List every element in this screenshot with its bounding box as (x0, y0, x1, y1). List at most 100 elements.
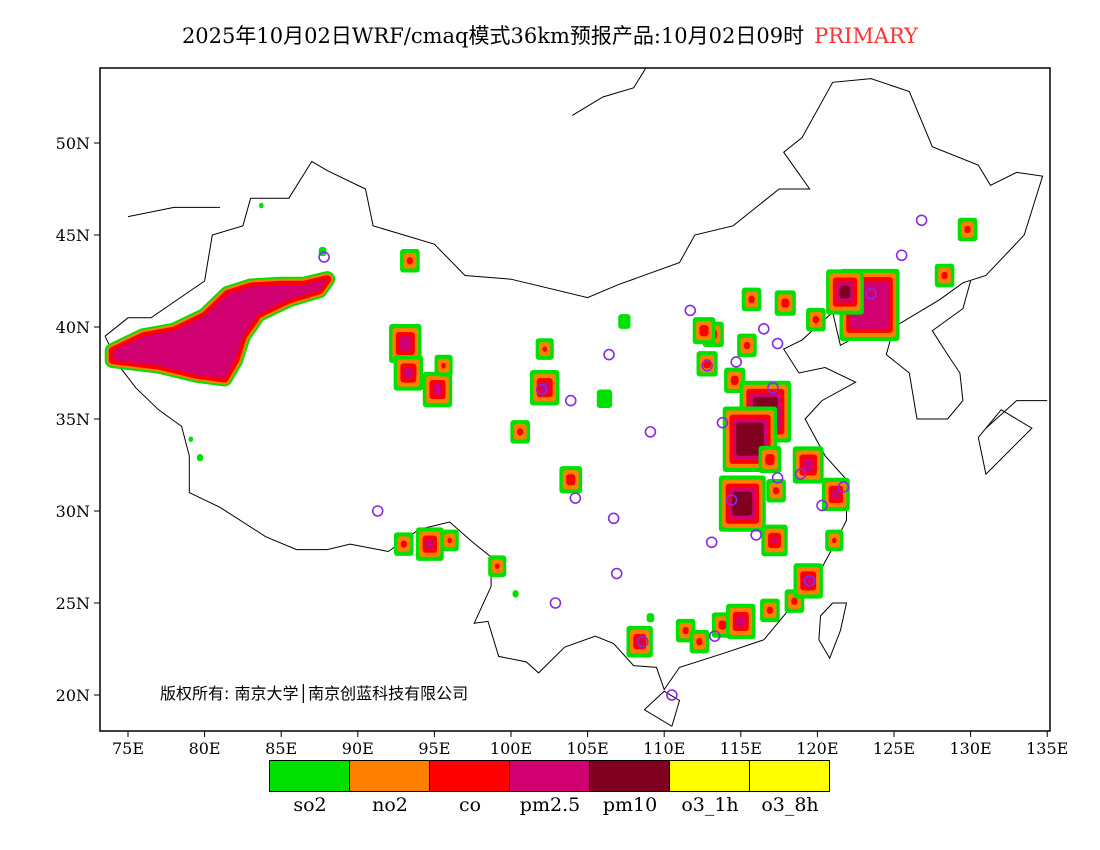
pollution-cell-co (517, 428, 524, 436)
pollution-area (510, 420, 530, 444)
lon-tick-label: 90E (342, 739, 374, 758)
pollution-area (393, 355, 424, 391)
pollution-cell-co (766, 606, 773, 615)
pollution-cell-so2 (258, 202, 264, 209)
station-marker (705, 536, 718, 549)
xinjiang-pollution-area (104, 271, 336, 387)
pollution-area (415, 527, 444, 561)
pollution-area (766, 478, 786, 503)
lon-tick-label: 115E (720, 739, 762, 758)
station-marker (771, 472, 784, 484)
legend-swatch (269, 760, 350, 792)
legend-label: pm2.5 (519, 794, 581, 816)
lat-tick-label: 40N (56, 318, 90, 337)
station-marker (603, 348, 615, 361)
pollution-area (535, 338, 554, 360)
pollution-cell-so2 (196, 453, 204, 462)
pollution-area (774, 290, 796, 316)
legend-label: o3_1h (681, 794, 739, 816)
pollution-area (422, 371, 453, 408)
pollution-area (626, 625, 653, 658)
pollution-area (646, 613, 655, 623)
pollution-cell-pm2.5 (771, 536, 778, 545)
station-marker (725, 494, 738, 506)
pollution-area (737, 333, 757, 358)
coast-line (643, 690, 681, 728)
station-marker (730, 356, 743, 368)
pollution-cell-co (699, 325, 709, 337)
pollution-cell-pm10 (736, 422, 764, 456)
legend-label: no2 (372, 794, 408, 816)
legend-swatch (349, 760, 430, 792)
pollution-cell-pm2.5 (802, 458, 814, 472)
station-marker (716, 416, 729, 429)
coast-line (572, 68, 647, 116)
pollution-area (758, 445, 782, 474)
station-marker (816, 499, 828, 512)
lat-tick-label: 25N (56, 594, 90, 613)
pollution-area (512, 590, 519, 598)
pollution-area (726, 603, 756, 640)
station-marker (610, 567, 623, 580)
station-marker (684, 304, 697, 317)
legend-item-so2: so2 (269, 760, 350, 816)
pollution-area (718, 475, 766, 532)
china-border (104, 78, 1044, 691)
pollution-cell-pm2.5 (831, 489, 840, 500)
lat-tick-label: 45N (56, 226, 90, 245)
coast-line (127, 206, 220, 218)
station-marker (771, 337, 784, 350)
pollution-cell-so2 (646, 613, 655, 623)
pollution-area (761, 524, 788, 557)
pollution-area (825, 529, 844, 552)
map-frame (99, 67, 1051, 732)
pollution-cell-co (831, 537, 837, 544)
pollution-cell-pm2.5 (736, 615, 746, 627)
pollution-cell-co (743, 341, 750, 350)
legend-item-o3_8h: o3_8h (749, 760, 830, 816)
legend-label: so2 (293, 794, 327, 816)
legend-swatch (509, 760, 590, 792)
pollution-area (821, 477, 850, 512)
legend-item-no2: no2 (349, 760, 430, 816)
station-marker (371, 505, 384, 517)
legend-swatch (669, 760, 750, 792)
station-marker (915, 214, 928, 227)
pollution-area (741, 287, 762, 312)
pollution-cell-co (400, 540, 407, 548)
pollution-cell-pm2.5 (403, 367, 413, 379)
coast-line (818, 602, 848, 660)
station-marker (750, 529, 762, 541)
lon-tick-label: 105E (566, 739, 608, 758)
pollution-cell-so2 (618, 314, 631, 329)
station-marker (535, 383, 548, 396)
lon-tick-label: 120E (796, 739, 838, 758)
pollution-area (618, 314, 631, 329)
pollution-area (488, 555, 507, 578)
pollution-cell-co (964, 225, 971, 234)
station-marker (757, 323, 770, 335)
lon-tick-label: 125E (873, 739, 915, 758)
pollution-cell-pm2.5 (432, 384, 443, 396)
pollution-area (393, 532, 414, 556)
lon-tick-label: 80E (189, 739, 221, 758)
pollution-area (258, 202, 264, 209)
pollution-cell-co (542, 346, 548, 352)
station-marker (569, 492, 582, 504)
station-marker (837, 481, 850, 493)
pollution-area (793, 563, 823, 599)
pollution-area (696, 351, 718, 377)
pollution-area (400, 248, 420, 273)
station-marker (865, 288, 877, 300)
coast-line (885, 280, 972, 420)
station-marker (636, 635, 649, 648)
pollution-cell-co (718, 620, 727, 630)
pollution-cell-so2 (596, 389, 613, 408)
title-tag: PRIMARY (814, 24, 919, 48)
area-core-pm25 (112, 279, 328, 379)
lon-tick-label: 100E (490, 739, 532, 758)
pollution-cell-co (566, 474, 576, 486)
pollution-area (434, 354, 453, 377)
pollution-area (389, 324, 422, 364)
pollution-cell-co (730, 375, 739, 385)
